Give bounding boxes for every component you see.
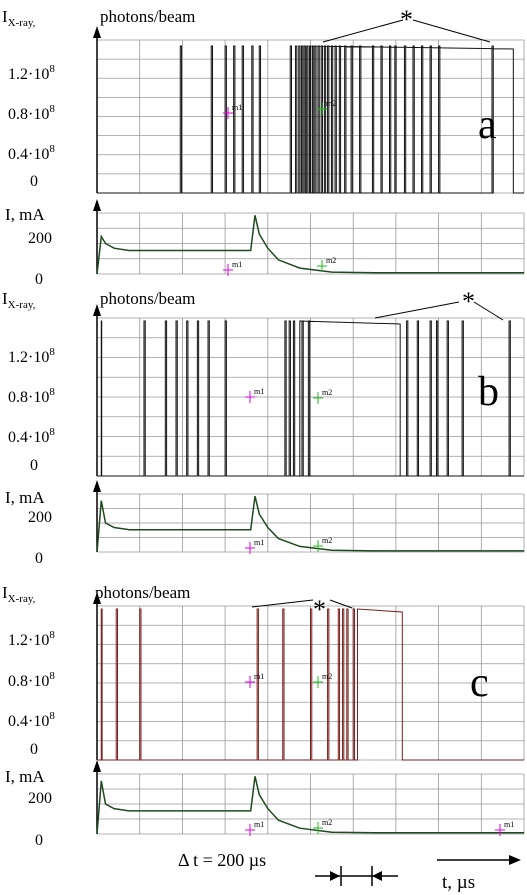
ytick-b-0: 0 — [30, 457, 38, 474]
cursor-label: m1 — [232, 260, 242, 269]
current-ylabel-b: I, mA — [5, 488, 45, 507]
ytick-b-0.8: 0.8·108 — [8, 386, 55, 406]
cursor-label: m1 — [254, 672, 264, 681]
current-grid-c — [93, 760, 525, 835]
cursor-m2-a: m2 — [317, 99, 336, 115]
panel-c: IX-ray, photons/beam 1.2·108 0.8·108 0.4… — [2, 583, 525, 849]
current-trace-a — [96, 215, 524, 275]
cursor-m1-a: m1 — [223, 103, 242, 119]
y-axis-arrowhead — [93, 592, 101, 604]
ytick-c-0: 0 — [30, 741, 38, 758]
xray-ylabel-c: IX-ray, — [2, 583, 36, 605]
asterisk-b: * — [462, 287, 475, 316]
cursor-label: m2 — [322, 388, 332, 397]
current-grid-b — [93, 480, 525, 553]
cursor-label: m2 — [326, 256, 336, 265]
current-ylabel-a: I, mA — [5, 205, 45, 224]
xray-trace-a — [97, 45, 524, 194]
xray-unit-b: photons/beam — [100, 289, 195, 308]
cursor-label: m2 — [322, 818, 332, 827]
cursor-m1-a-current: m1 — [223, 260, 242, 276]
cursor-m2-b-current: m2 — [313, 536, 332, 552]
asterisk-b-line-2 — [473, 301, 504, 321]
ytick-b-0.4: 0.4·108 — [8, 426, 55, 446]
current-trace-b — [96, 496, 524, 553]
xray-ylabel-b: IX-ray, — [2, 289, 36, 311]
asterisk-a: * — [400, 5, 413, 34]
ytick-b-1.2: 1.2·108 — [8, 346, 55, 366]
ctick-a-200: 200 — [28, 230, 52, 247]
xray-ticks-b: 1.2·108 0.8·108 0.4·108 0 — [8, 346, 55, 474]
ctick-c-200: 200 — [28, 790, 52, 807]
delta-arrowhead-right — [372, 871, 382, 881]
time-axis-label: t, µs — [442, 872, 475, 893]
cursor-m1-c-right: m1 — [495, 820, 514, 836]
asterisk-c-line-1 — [251, 599, 314, 608]
xray-ticks-a: 1.2·108 0.8·108 0.4·108 0 — [8, 63, 55, 190]
cursor-m1-b: m1 — [245, 387, 264, 403]
cursor-label: m2 — [326, 99, 336, 108]
asterisk-c-line-2 — [329, 599, 353, 609]
ytick-c-1.2: 1.2·108 — [8, 629, 55, 649]
ctick-a-0: 0 — [35, 271, 43, 288]
cursor-m1-c-current: m1 — [245, 820, 264, 836]
ctick-b-0: 0 — [35, 550, 43, 567]
xray-trace-c — [97, 608, 524, 761]
delta-t-label: Δ t = 200 µs — [178, 850, 266, 870]
ytick-a-0: 0 — [30, 173, 38, 190]
current-ylabel-c: I, mA — [5, 767, 45, 786]
y-axis-arrowhead — [93, 199, 101, 211]
ctick-b-200: 200 — [28, 509, 52, 526]
cursor-m2-a-current: m2 — [317, 256, 336, 272]
ytick-c-0.8: 0.8·108 — [8, 670, 55, 690]
panel-b: IX-ray, photons/beam 1.2·108 0.8·108 0.4… — [2, 287, 525, 567]
cursor-label: m1 — [504, 820, 514, 829]
ctick-c-0: 0 — [35, 832, 43, 849]
cursor-label: m1 — [254, 387, 264, 396]
xray-grid-b — [93, 304, 525, 477]
panel-letter-b: b — [478, 369, 499, 415]
cursor-m2-b: m2 — [313, 388, 332, 404]
xray-ticks-c: 1.2·108 0.8·108 0.4·108 0 — [8, 629, 55, 758]
cursor-m2-c-current: m2 — [313, 818, 332, 834]
cursor-label: m2 — [322, 672, 332, 681]
panel-letter-a: a — [478, 102, 497, 148]
y-axis-arrowhead — [93, 480, 101, 492]
asterisk-c: * — [313, 595, 326, 624]
cursor-m2-c: m2 — [313, 672, 332, 688]
delta-arrowhead-left — [330, 871, 340, 881]
cursor-label: m1 — [254, 538, 264, 547]
y-axis-arrowhead — [93, 304, 101, 316]
ytick-a-1.2: 1.2·108 — [8, 63, 55, 83]
xray-trace-b — [97, 320, 524, 477]
xray-unit-a: photons/beam — [100, 7, 195, 26]
xray-ylabel-a: IX-ray, — [2, 7, 36, 29]
asterisk-b-line-1 — [374, 301, 460, 319]
cursor-m1-b-current: m1 — [245, 538, 264, 554]
y-axis-arrowhead — [93, 760, 101, 772]
time-axis-arrowhead — [509, 855, 521, 865]
asterisk-a-line-2 — [412, 19, 491, 43]
ytick-a-0.4: 0.4·108 — [8, 143, 55, 163]
current-grid-a — [93, 199, 525, 275]
y-axis-arrowhead — [93, 26, 101, 38]
xray-unit-c: photons/beam — [95, 583, 190, 602]
panel-letter-c: c — [470, 660, 489, 706]
ytick-c-0.4: 0.4·108 — [8, 710, 55, 730]
xray-grid-c — [93, 592, 525, 761]
asterisk-a-line-1 — [322, 19, 404, 43]
cursor-label: m1 — [254, 820, 264, 829]
xray-grid-a — [93, 26, 525, 194]
panel-a: IX-ray, photons/beam 1.2·108 0.8·108 0.4… — [2, 5, 525, 288]
cursor-label: m1 — [232, 103, 242, 112]
cursor-label: m2 — [322, 536, 332, 545]
cursor-m1-c: m1 — [245, 672, 264, 688]
time-annotations: Δ t = 200 µs t, µs — [178, 850, 521, 893]
ytick-a-0.8: 0.8·108 — [8, 103, 55, 123]
current-trace-c — [96, 776, 524, 835]
